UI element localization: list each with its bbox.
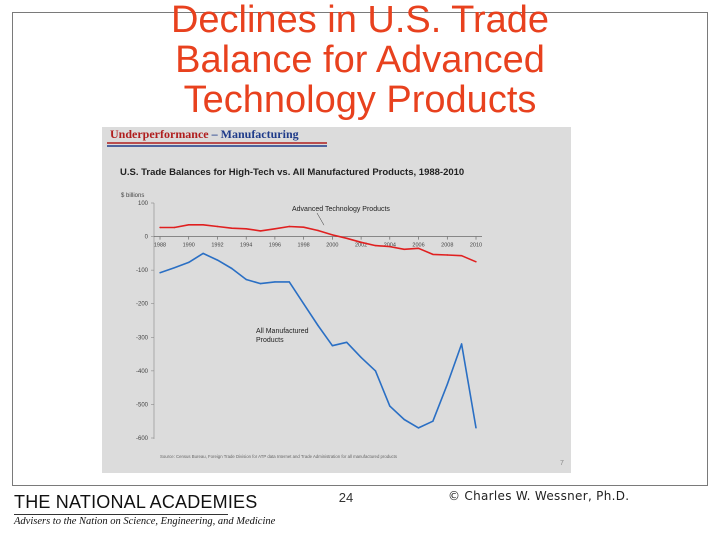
chart-svg: Underperformance – Manufacturing U.S. Tr… (102, 127, 571, 473)
data-point (173, 267, 176, 269)
x-tick-label: 2004 (384, 243, 396, 249)
embedded-slide-number: 7 (560, 460, 564, 467)
series-label: Products (256, 337, 284, 344)
data-point (360, 241, 362, 243)
data-point (288, 281, 290, 283)
y-tick-label: 0 (145, 235, 149, 241)
data-point (317, 229, 319, 232)
x-tick-label: 2002 (355, 243, 367, 249)
logo-wordmark: THE NATIONAL ACADEMIES (14, 492, 258, 512)
data-point (188, 224, 190, 226)
embedded-source-note: Source: Census Bureau, Foreign Trade Div… (160, 454, 397, 459)
data-point (417, 427, 420, 429)
data-point (446, 254, 448, 256)
data-point (202, 224, 204, 226)
y-tick-label: -600 (136, 436, 149, 442)
data-point (346, 237, 348, 239)
data-point (274, 228, 276, 230)
embedded-chart-slide: Underperformance – Manufacturing U.S. Tr… (102, 127, 571, 473)
data-point (389, 245, 391, 248)
data-point (274, 281, 276, 283)
x-tick-label: 1998 (298, 243, 310, 249)
x-tick-label: 2006 (412, 243, 424, 249)
slide-frame (12, 12, 708, 486)
slide-title-line-2: Balance for Advanced (175, 39, 545, 81)
x-axis: 1988 1990 1992 1994 1996 1998 2000 2002 2004 2006… (154, 236, 482, 249)
series-layer: Advanced Technology Products All Manufact… (159, 206, 477, 429)
y-tick-label: -100 (136, 268, 149, 274)
data-point (374, 244, 377, 247)
logo-tagline: Advisers to the Nation on Science, Engin… (14, 516, 276, 527)
y-tick-label: -400 (136, 369, 149, 375)
y-ticks: 100 0 -100 -200 -300 -400 -500 -600 (136, 201, 154, 442)
data-point (475, 261, 477, 263)
data-point (302, 303, 305, 305)
slide-title: Declines in U.S. Trade Balance for Advan… (60, 0, 660, 120)
x-tick-label: 1988 (154, 243, 166, 249)
data-point (216, 225, 219, 228)
data-point (331, 345, 334, 347)
y-axis-label: $ billions (121, 193, 144, 199)
y-tick-label: -200 (136, 302, 149, 308)
embedded-header-topic: Manufacturing (221, 127, 299, 141)
data-point (231, 267, 233, 270)
data-point (202, 252, 204, 255)
x-tick-label: 1990 (183, 243, 195, 249)
data-point (231, 227, 233, 229)
series-label: All Manufactured (256, 328, 309, 335)
data-point (403, 248, 405, 250)
y-tick-label: -300 (136, 335, 149, 341)
data-point (389, 405, 391, 407)
embedded-header-dash: – (209, 127, 221, 141)
embedded-header-main: Underperformance (110, 127, 209, 141)
data-point (403, 418, 405, 421)
y-tick-label: 100 (138, 201, 149, 207)
data-point (417, 247, 420, 249)
y-tick-label: -500 (136, 402, 149, 408)
data-point (159, 272, 161, 274)
data-point (159, 226, 161, 229)
x-tick-label: 1992 (211, 243, 223, 249)
national-academies-logo: THE NATIONAL ACADEMIES Advisers to the N… (14, 490, 275, 534)
series-label: Advanced Technology Products (292, 206, 390, 213)
data-point (259, 282, 262, 285)
data-point (460, 343, 463, 345)
data-point (259, 230, 262, 232)
data-point (446, 383, 448, 385)
data-point (216, 259, 219, 261)
slide-title-line-3: Technology Products (183, 79, 537, 121)
data-point (245, 228, 247, 230)
x-tick-label: 1996 (269, 243, 281, 249)
x-tick-label: 2010 (470, 243, 482, 249)
data-point (317, 324, 319, 327)
embedded-slide-header: Underperformance – Manufacturing (110, 127, 299, 141)
series-label-leader (316, 212, 325, 226)
x-tick-label: 2000 (326, 243, 338, 249)
data-point (288, 225, 290, 228)
x-tick-label: 2008 (441, 243, 453, 249)
embedded-slide-background (102, 127, 571, 473)
copyright-notice: © Charles W. Wessner, Ph.D. (448, 489, 630, 503)
x-tick-label: 1994 (240, 243, 252, 249)
data-point (432, 420, 434, 422)
data-point (245, 278, 247, 281)
data-point (374, 370, 377, 372)
data-point (360, 356, 362, 359)
data-point (331, 234, 334, 236)
page-number: 24 (338, 490, 354, 505)
data-point (188, 261, 190, 264)
data-point (302, 226, 305, 228)
data-point (173, 226, 176, 229)
data-point (346, 341, 348, 343)
logo-divider (14, 514, 228, 515)
data-point (432, 253, 434, 256)
chart-title: U.S. Trade Balances for High-Tech vs. Al… (120, 167, 464, 178)
slide-title-line-1: Declines in U.S. Trade (170, 0, 550, 41)
data-point (460, 255, 463, 257)
data-point (475, 427, 477, 429)
